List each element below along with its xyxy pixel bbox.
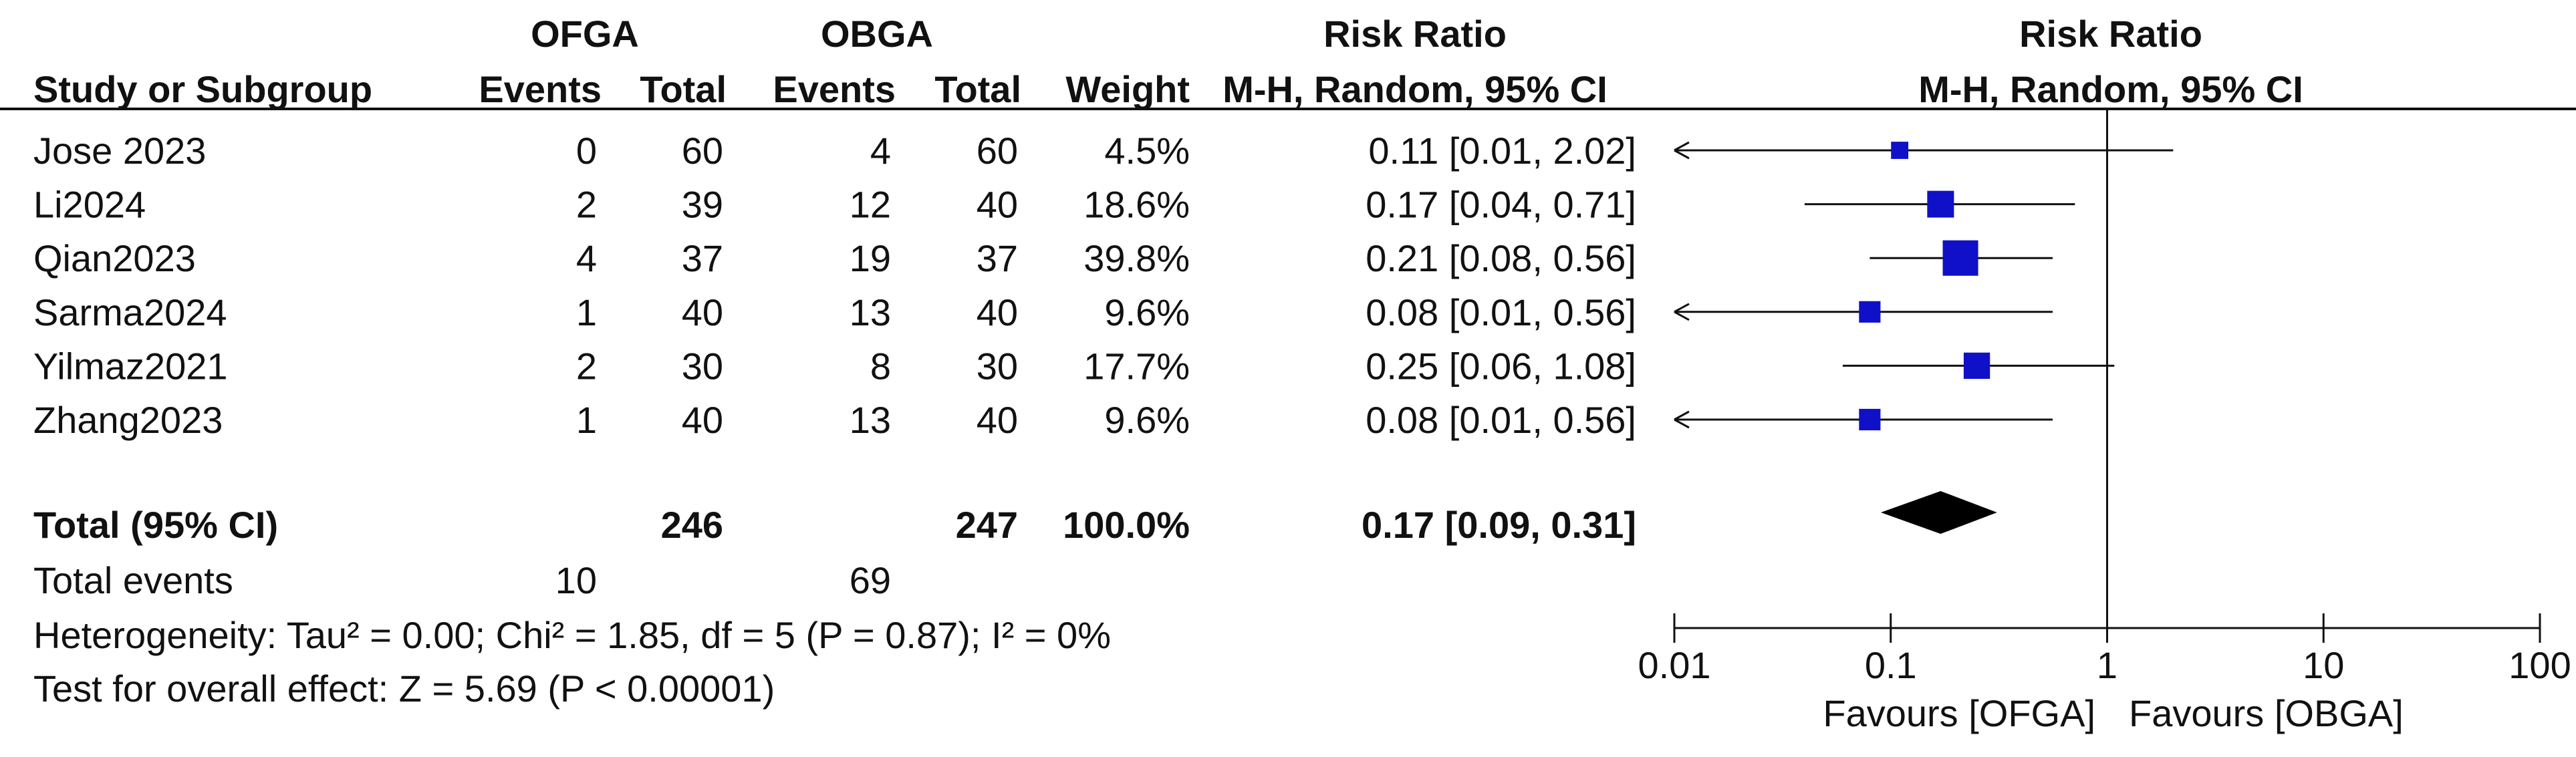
overall-effect-text: Test for overall effect: Z = 5.69 (P < 0… <box>33 667 775 710</box>
pooled-diamond <box>1880 491 1997 534</box>
x-tick-label: 10 <box>2303 644 2344 686</box>
forest-plot-area: 0.01 0.1 1 10 100 <box>1638 109 2571 686</box>
study-name: Jose 2023 <box>33 130 206 172</box>
group1-total-header: Total <box>640 68 727 110</box>
total-ci: 0.17 [0.09, 0.31] <box>1362 504 1636 546</box>
group2-events-header: Events <box>773 68 896 110</box>
study-name: Li2024 <box>33 184 146 226</box>
study-column-header: Study or Subgroup <box>33 68 372 110</box>
total-weight: 100.0% <box>1063 504 1190 546</box>
total-label: Total (95% CI) <box>33 504 278 546</box>
group2-total: 40 <box>977 399 1018 441</box>
study-ci: 0.25 [0.06, 1.08] <box>1366 345 1636 387</box>
risk-ratio-header: Risk Ratio <box>1323 13 1507 55</box>
study-ci: 0.08 [0.01, 0.56] <box>1366 291 1636 333</box>
x-tick-label: 100 <box>2508 644 2571 686</box>
study-marker <box>1927 190 1954 218</box>
group1-events: 0 <box>576 130 597 172</box>
study-marker <box>1963 352 1990 380</box>
group2-total: 40 <box>977 184 1018 226</box>
group2-total-header: Total <box>934 68 1021 110</box>
group2-events: 8 <box>870 345 891 387</box>
favours-right-label: Favours [OBGA] <box>2129 692 2404 734</box>
group1-total: 40 <box>682 291 723 333</box>
study-name: Yilmaz2021 <box>33 345 228 387</box>
weight-header: Weight <box>1065 68 1190 110</box>
group2-total: 40 <box>977 291 1018 333</box>
group2-total: 30 <box>977 345 1018 387</box>
plot-title: Risk Ratio <box>2019 13 2202 55</box>
x-tick-label: 1 <box>2097 644 2117 686</box>
group1-header: OFGA <box>531 13 639 55</box>
study-weight: 9.6% <box>1104 399 1190 441</box>
group1-total: 30 <box>682 345 723 387</box>
heterogeneity-text: Heterogeneity: Tau² = 0.00; Chi² = 1.85,… <box>33 614 1111 656</box>
ci-arrow <box>1674 410 1690 429</box>
group2-total: 37 <box>977 237 1018 279</box>
study-weight: 9.6% <box>1104 291 1190 333</box>
group1-total: 37 <box>682 237 723 279</box>
group2-total: 60 <box>977 130 1018 172</box>
x-tick-label: 0.01 <box>1638 644 1711 686</box>
group2-events: 13 <box>850 399 891 441</box>
study-ci: 0.08 [0.01, 0.56] <box>1366 399 1636 441</box>
study-marker <box>1891 142 1909 159</box>
ci-arrow <box>1674 141 1690 160</box>
study-ci: 0.11 [0.01, 2.02] <box>1368 130 1636 172</box>
group1-total: 39 <box>682 184 723 226</box>
study-rows: Jose 2023 0 60 4 60 4.5% 0.11 [0.01, 2.02] Li20… <box>33 130 1636 441</box>
total-events-group1: 10 <box>555 559 597 601</box>
group1-events: 1 <box>576 291 597 333</box>
study-weight: 18.6% <box>1083 184 1190 226</box>
group1-total: 60 <box>682 130 723 172</box>
group1-total: 40 <box>682 399 723 441</box>
x-tick-label: 0.1 <box>1865 644 1917 686</box>
group1-events: 2 <box>576 345 597 387</box>
study-name: Qian2023 <box>33 237 196 279</box>
study-weight: 4.5% <box>1104 130 1190 172</box>
group2-header: OBGA <box>821 13 933 55</box>
method-header: M-H, Random, 95% CI <box>1222 68 1607 110</box>
study-ci: 0.21 [0.08, 0.56] <box>1366 237 1636 279</box>
group2-events: 19 <box>850 237 891 279</box>
ci-arrow <box>1674 303 1690 321</box>
total-group2: 247 <box>956 504 1018 546</box>
group1-events-header: Events <box>479 68 602 110</box>
total-events-group2: 69 <box>850 559 891 601</box>
study-ci: 0.17 [0.04, 0.71] <box>1366 184 1636 226</box>
total-events-label: Total events <box>33 559 233 601</box>
total-group1: 246 <box>661 504 723 546</box>
group2-events: 13 <box>850 291 891 333</box>
study-weight: 39.8% <box>1083 237 1190 279</box>
group2-events: 12 <box>850 184 891 226</box>
plot-method-header: M-H, Random, 95% CI <box>1918 68 2303 110</box>
study-marker <box>1942 240 1978 276</box>
study-marker <box>1859 408 1881 431</box>
group1-events: 2 <box>576 184 597 226</box>
group1-events: 4 <box>576 237 597 279</box>
favours-left-label: Favours [OFGA] <box>1823 692 2095 734</box>
group2-events: 4 <box>870 130 891 172</box>
study-marker <box>1859 301 1881 323</box>
group1-events: 1 <box>576 399 597 441</box>
study-name: Zhang2023 <box>33 399 223 441</box>
study-weight: 17.7% <box>1083 345 1190 387</box>
study-name: Sarma2024 <box>33 291 227 333</box>
